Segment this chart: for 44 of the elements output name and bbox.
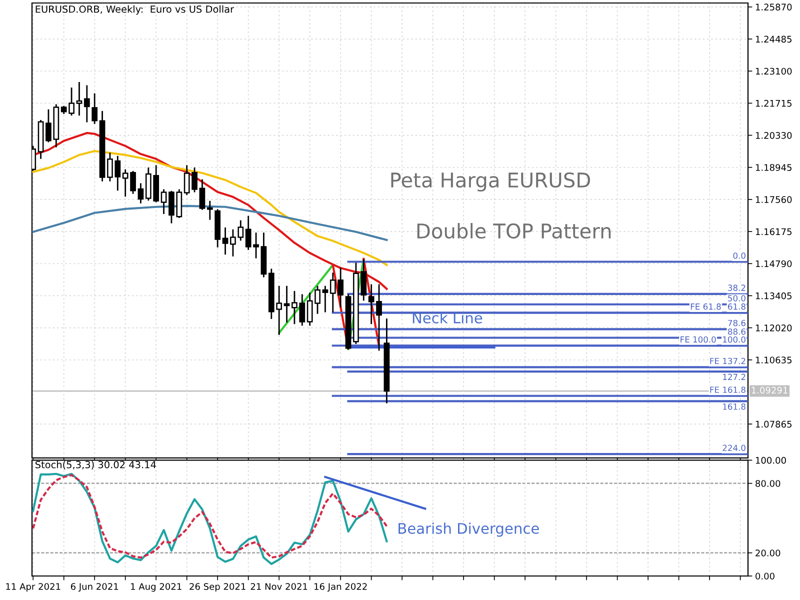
series-label: 127.2 [723, 374, 746, 380]
x-tick-label: 26 Sep 2021 [190, 583, 246, 592]
chart-title: Stoch(5,3,3) 30.02 43.14 [36, 460, 156, 470]
series-label: 224.0 [722, 444, 746, 452]
ref-line-label: 1.09291 [752, 386, 788, 394]
y-tick-label: 1.23100 [756, 68, 792, 75]
chart-title: EURUSD.ORB, Weekly: Euro vs US Dollar [36, 5, 234, 15]
y-tick-label: 1.17560 [756, 196, 792, 204]
x-tick-label: 16 Jan 2022 [314, 583, 367, 592]
y-tick-label: 1.16175 [756, 228, 792, 236]
y-tick-label: 100.00 [756, 456, 786, 464]
series-label: 50.0 [728, 295, 746, 302]
y-tick-label: 1.10635 [756, 356, 792, 364]
y-tick-label: 1.24485 [756, 36, 792, 43]
series-label: 38.2 [728, 284, 746, 291]
series-label: 88.6 [728, 328, 746, 335]
y-tick-label: 1.07865 [756, 420, 792, 428]
annotation: Peta Harga EURUSD [391, 172, 590, 192]
series-label: 78.6 [728, 320, 746, 326]
series-label: FE 61.8 [690, 303, 721, 310]
y-tick-label: 1.14790 [756, 260, 792, 268]
x-tick-label: 11 Apr 2021 [6, 583, 60, 592]
y-tick-label: 1.20330 [756, 132, 792, 139]
annotation: Bearish Divergence [398, 522, 539, 537]
y-tick-label: 20.00 [756, 550, 780, 556]
annotation: Neck Line [412, 312, 482, 324]
annotation: Double TOP Pattern [417, 223, 611, 239]
series-label: 161.8 [723, 403, 746, 410]
series-label: FE 100.0 [680, 336, 716, 343]
series-label: 100.0 [723, 336, 746, 343]
series-label: FE 161.8 [710, 386, 746, 393]
series-label: FE 137.2 [710, 358, 746, 364]
series-label: 61.8 [728, 303, 746, 310]
y-tick-label: 1.21715 [756, 100, 792, 107]
y-tick-label: 0.00 [756, 572, 774, 580]
x-tick-label: 21 Nov 2021 [250, 583, 308, 590]
y-tick-label: 1.18945 [756, 164, 792, 171]
series-label: 0.0 [733, 252, 746, 259]
y-tick-label: 80.00 [756, 480, 780, 487]
x-tick-label: 6 Jun 2021 [70, 583, 118, 592]
x-tick-label: 1 Aug 2021 [131, 583, 182, 592]
y-tick-label: 1.13405 [756, 292, 792, 300]
y-tick-label: 1.25870 [756, 4, 792, 10]
y-tick-label: 1.12020 [756, 324, 792, 332]
